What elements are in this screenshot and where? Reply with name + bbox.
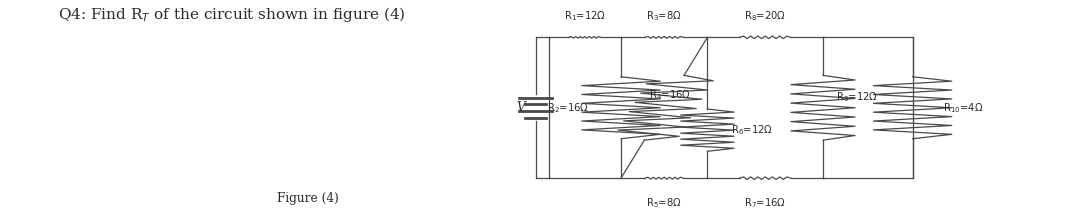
Text: R$_4$=16Ω: R$_4$=16Ω <box>649 88 691 102</box>
Text: R$_8$=20Ω: R$_8$=20Ω <box>744 10 786 24</box>
Text: R$_{10}$=4Ω: R$_{10}$=4Ω <box>943 101 983 115</box>
Text: R$_7$=16Ω: R$_7$=16Ω <box>744 196 786 210</box>
Text: R$_1$=12Ω: R$_1$=12Ω <box>564 10 606 24</box>
Text: R$_5$=8Ω: R$_5$=8Ω <box>646 196 683 210</box>
Text: R$_2$=16Ω: R$_2$=16Ω <box>546 101 589 115</box>
Text: R$_6$=12Ω: R$_6$=12Ω <box>731 123 773 137</box>
Text: Q4: Find R$_T$ of the circuit shown in figure (4): Q4: Find R$_T$ of the circuit shown in f… <box>58 5 406 24</box>
Text: V: V <box>516 101 525 114</box>
Text: Figure (4): Figure (4) <box>276 192 339 205</box>
Text: R$_3$=8Ω: R$_3$=8Ω <box>646 10 683 24</box>
Text: R$_9$=12Ω: R$_9$=12Ω <box>836 90 878 104</box>
